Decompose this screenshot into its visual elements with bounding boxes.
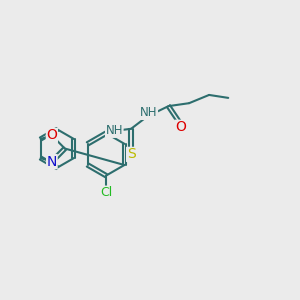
Text: O: O [175,120,186,134]
Text: NH: NH [140,106,158,119]
Text: N: N [47,154,57,169]
Text: O: O [46,128,57,142]
Text: Cl: Cl [100,186,112,199]
Text: NH: NH [106,124,123,137]
Text: S: S [127,147,135,161]
